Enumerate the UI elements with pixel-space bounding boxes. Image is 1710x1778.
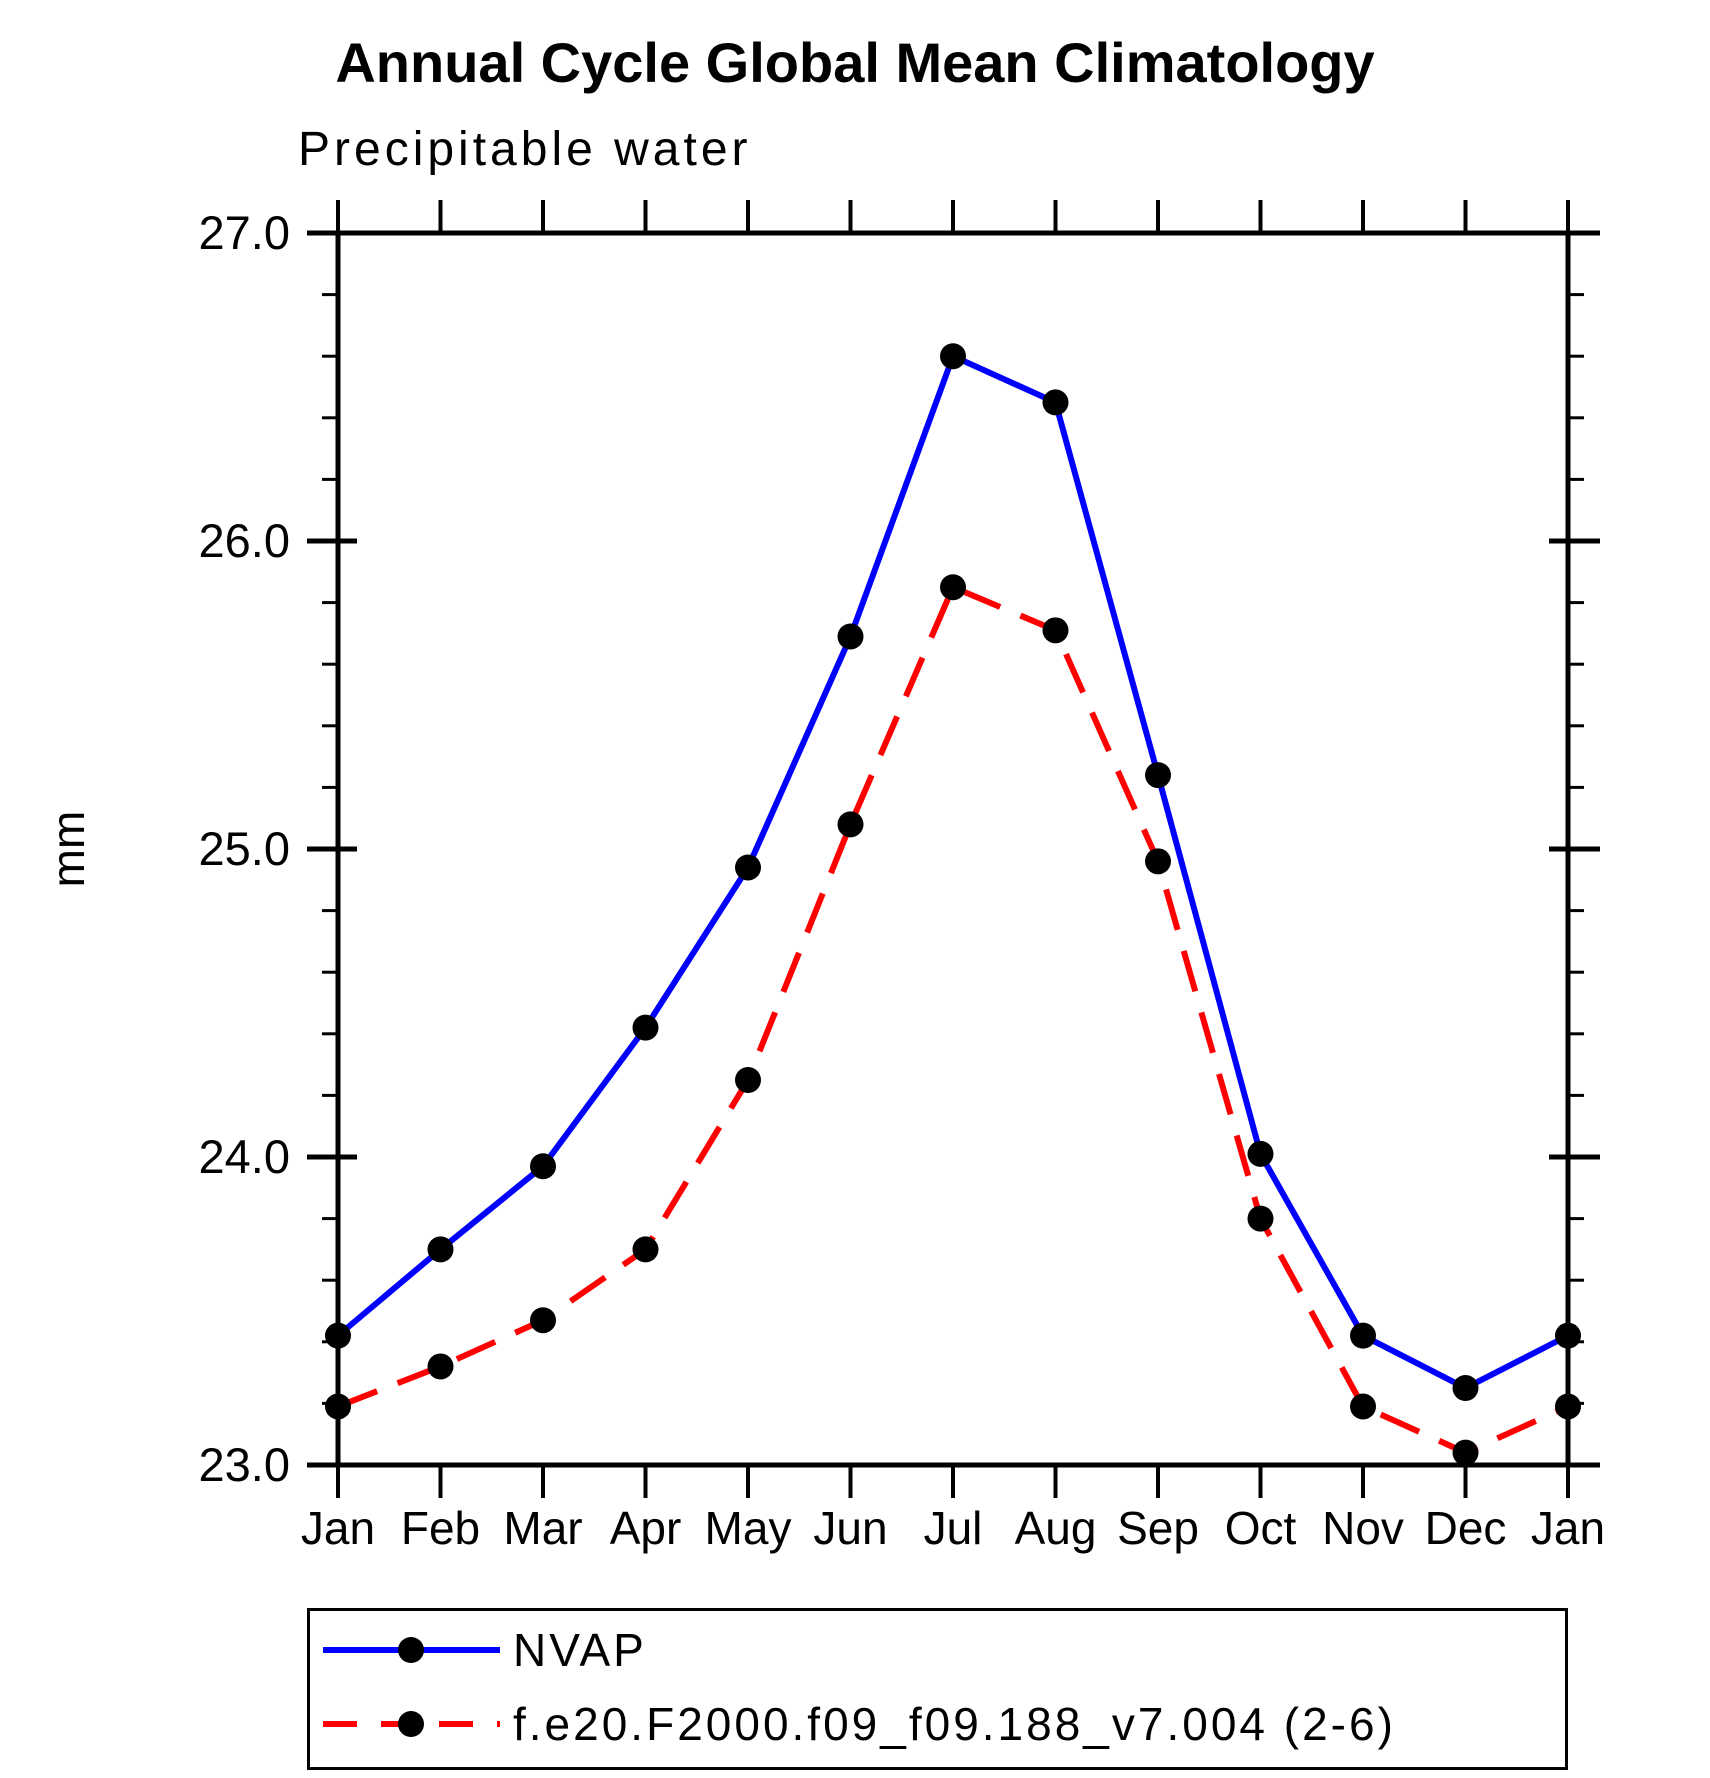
x-tick-label: Apr bbox=[610, 1502, 682, 1554]
data-point-marker bbox=[325, 1322, 351, 1349]
legend-label: f.e20.F2000.f09_f09.188_v7.004 (2-6) bbox=[513, 1698, 1396, 1750]
x-tick-label: Jan bbox=[301, 1502, 375, 1554]
data-point-marker bbox=[1145, 762, 1171, 789]
series-line bbox=[336, 583, 1570, 1456]
data-point-marker bbox=[1555, 1393, 1581, 1420]
data-point-marker bbox=[1350, 1393, 1376, 1420]
data-point-marker bbox=[940, 574, 966, 601]
legend-item: f.e20.F2000.f09_f09.188_v7.004 (2-6) bbox=[315, 1698, 1396, 1750]
y-tick-label: 26.0 bbox=[199, 514, 290, 567]
y-tick-label: 24.0 bbox=[199, 1130, 290, 1183]
data-point-marker bbox=[530, 1307, 556, 1334]
x-tick-label: Dec bbox=[1425, 1502, 1507, 1554]
legend-marker-icon bbox=[398, 1711, 424, 1737]
x-tick-label: Mar bbox=[503, 1502, 582, 1554]
x-tick-label: Jan bbox=[1531, 1502, 1605, 1554]
data-point-marker bbox=[325, 1393, 351, 1420]
chart-title: Annual Cycle Global Mean Climatology bbox=[335, 31, 1375, 94]
x-tick-label: Aug bbox=[1015, 1502, 1097, 1554]
data-point-marker bbox=[837, 623, 864, 650]
y-tick-label: 27.0 bbox=[199, 206, 290, 259]
legend-label: NVAP bbox=[513, 1624, 647, 1676]
axis-box bbox=[335, 230, 1571, 1468]
y-tick-label: 23.0 bbox=[199, 1438, 290, 1491]
data-point-marker bbox=[940, 343, 966, 370]
data-point-marker bbox=[427, 1236, 454, 1263]
data-point-marker bbox=[530, 1153, 556, 1180]
data-point-marker bbox=[1247, 1140, 1274, 1167]
data-point-marker bbox=[1350, 1322, 1376, 1349]
data-point-marker bbox=[1452, 1375, 1479, 1401]
x-tick-label: Jun bbox=[813, 1502, 887, 1554]
data-point-marker bbox=[1042, 617, 1069, 644]
series-line bbox=[336, 352, 1570, 1392]
y-tick-label: 25.0 bbox=[199, 822, 290, 875]
data-point-marker bbox=[1452, 1439, 1479, 1466]
x-tick-label: Jul bbox=[924, 1502, 983, 1554]
data-point-marker bbox=[1247, 1205, 1274, 1232]
x-tick-label: Nov bbox=[1322, 1502, 1404, 1554]
legend-marker-icon bbox=[398, 1637, 424, 1663]
legend-item: NVAP bbox=[315, 1624, 647, 1676]
x-tick-label: Feb bbox=[401, 1502, 480, 1554]
legend-line-sample bbox=[323, 1711, 500, 1737]
x-tick-label: May bbox=[705, 1502, 792, 1554]
data-point-marker bbox=[1555, 1322, 1581, 1349]
data-point-marker bbox=[837, 811, 864, 838]
legend-line-sample bbox=[323, 1637, 500, 1663]
x-tick-label: Sep bbox=[1117, 1502, 1199, 1554]
data-point-marker bbox=[1145, 848, 1171, 875]
data-point-marker bbox=[427, 1353, 454, 1380]
data-point-marker bbox=[735, 1067, 761, 1093]
chart-subtitle: Precipitable water bbox=[298, 123, 752, 176]
data-point-marker bbox=[632, 1236, 659, 1263]
data-point-marker bbox=[735, 854, 761, 881]
legend: NVAP f.e20.F2000.f09_f09.188_v7.004 (2-6) bbox=[307, 1608, 1568, 1770]
data-point-marker bbox=[1042, 389, 1069, 416]
data-point-marker bbox=[632, 1014, 659, 1041]
x-tick-label: Oct bbox=[1225, 1502, 1297, 1554]
